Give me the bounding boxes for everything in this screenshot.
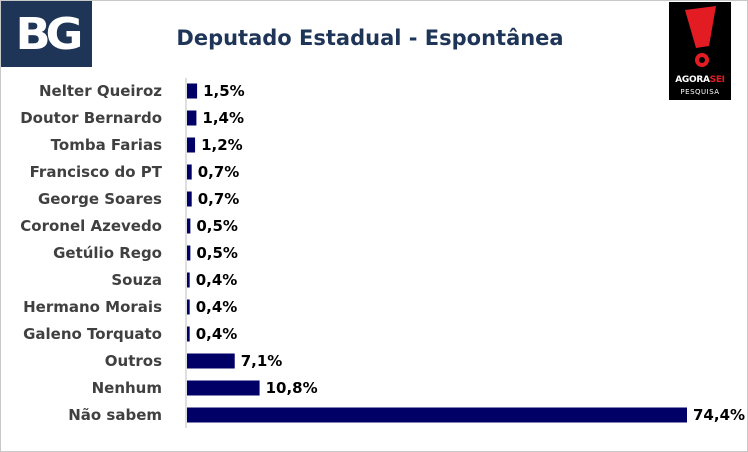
agora-sei-logo: AGORASEI PESQUISA xyxy=(669,2,731,100)
bar xyxy=(187,299,190,315)
category-label: Hermano Morais xyxy=(23,298,162,316)
category-label: Getúlio Rego xyxy=(53,244,162,262)
value-label: 1,5% xyxy=(203,82,245,100)
bar xyxy=(187,110,197,126)
category-label: Coronel Azevedo xyxy=(20,217,162,235)
category-label: Doutor Bernardo xyxy=(20,109,162,127)
category-label: Galeno Torquato xyxy=(23,325,162,343)
category-label: Tomba Farias xyxy=(51,136,162,154)
value-label: 7,1% xyxy=(241,352,283,370)
bg-logo: BG xyxy=(1,1,92,67)
bar xyxy=(187,83,198,99)
value-label: 0,5% xyxy=(196,244,238,262)
bar xyxy=(187,218,191,234)
category-label: Francisco do PT xyxy=(30,163,163,181)
bar xyxy=(187,245,191,261)
value-label: 1,4% xyxy=(202,109,244,127)
bar xyxy=(187,326,190,342)
value-label: 0,4% xyxy=(196,298,238,316)
bar xyxy=(187,272,190,288)
value-label: 0,5% xyxy=(196,217,238,235)
bar xyxy=(187,353,235,369)
category-label: Outros xyxy=(105,352,162,370)
value-label: 1,2% xyxy=(201,136,243,154)
agora-logo-sub: PESQUISA xyxy=(680,88,720,96)
bg-logo-text: BG xyxy=(15,8,83,60)
value-label: 74,4% xyxy=(693,406,745,424)
value-label: 0,7% xyxy=(198,190,240,208)
bar xyxy=(187,137,196,153)
category-label: Nenhum xyxy=(92,379,162,397)
agora-logo-word: AGORASEI xyxy=(675,75,725,85)
category-label: Souza xyxy=(111,271,162,289)
value-label: 0,4% xyxy=(196,325,238,343)
exclamation-icon xyxy=(685,6,716,67)
bar xyxy=(187,380,260,396)
bar xyxy=(187,191,192,207)
value-label: 0,4% xyxy=(196,271,238,289)
category-label: George Soares xyxy=(38,190,162,208)
category-label: Nelter Queiroz xyxy=(39,82,162,100)
chart-title: Deputado Estadual - Espontânea xyxy=(176,26,564,50)
bar xyxy=(187,164,192,180)
value-label: 0,7% xyxy=(198,163,240,181)
category-label: Não sabem xyxy=(68,406,162,424)
bar xyxy=(187,407,687,423)
value-label: 10,8% xyxy=(266,379,318,397)
